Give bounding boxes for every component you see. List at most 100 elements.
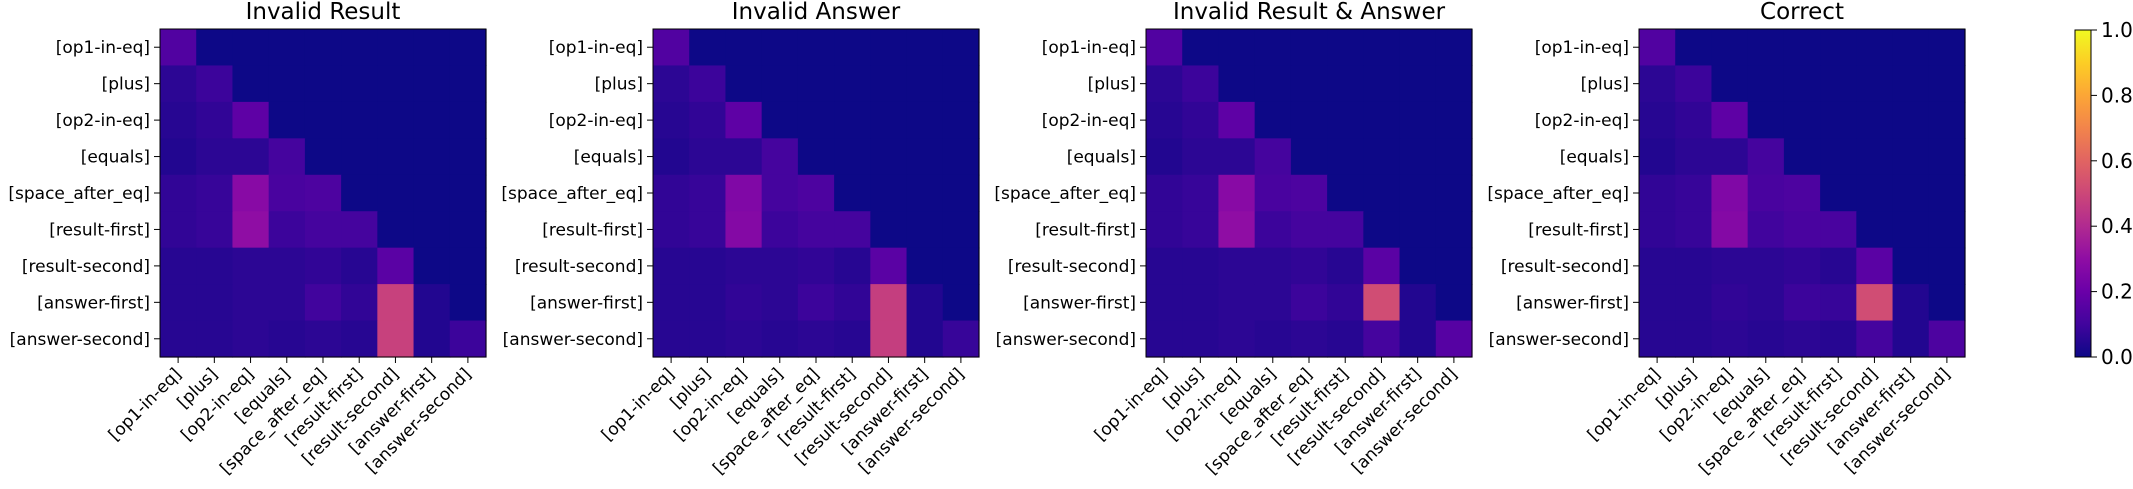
heatmap-cell <box>725 320 763 358</box>
y-tick-label: [op1-in-eq] <box>1535 38 1629 58</box>
heatmap-cell <box>761 320 799 358</box>
heatmap-cell <box>1711 101 1749 139</box>
heatmap-cell <box>449 211 487 249</box>
heatmap-cell <box>1747 284 1785 322</box>
heatmap-cell <box>1399 65 1437 103</box>
heatmap-cell <box>1639 174 1676 212</box>
heatmap-cell <box>1254 29 1292 67</box>
heatmap-cell <box>1146 29 1183 67</box>
heatmap-cell <box>160 101 197 139</box>
heatmap-cell <box>689 211 727 249</box>
heatmap-cell <box>341 29 378 67</box>
colorbar-tick-label: 0.8 <box>2101 83 2133 107</box>
heatmap-cell <box>1928 247 1966 285</box>
heatmap-cell <box>341 101 378 139</box>
y-tick-label: [plus] <box>1088 75 1136 95</box>
heatmap-cell <box>1639 101 1676 139</box>
heatmap-cell <box>689 65 727 103</box>
heatmap-cell <box>377 174 415 212</box>
heatmap-cell <box>1182 174 1220 212</box>
heatmap-cell <box>268 138 306 176</box>
y-tick-label: [answer-first] <box>530 293 643 313</box>
heatmap-cell <box>232 320 270 358</box>
heatmap-cell <box>1182 101 1220 139</box>
heatmap-cell <box>906 284 944 322</box>
heatmap-cell <box>1435 138 1473 176</box>
heatmap-cell <box>1856 247 1894 285</box>
y-tick-label: [result-second] <box>1501 257 1629 277</box>
y-tick-label: [op2-in-eq] <box>1042 111 1136 131</box>
heatmap-cell <box>653 138 690 176</box>
heatmap-cell <box>653 211 690 249</box>
heatmap-cell <box>1820 247 1857 285</box>
y-tick-label: [result-first] <box>1035 220 1136 240</box>
heatmap-cell <box>1254 247 1292 285</box>
y-tick-label: [result-second] <box>22 257 150 277</box>
heatmap-cell <box>1290 29 1328 67</box>
heatmap-cell <box>1182 65 1220 103</box>
y-tick-label: [answer-first] <box>1516 293 1629 313</box>
heatmap-cell <box>1363 138 1401 176</box>
heatmap-cell <box>1363 247 1401 285</box>
heatmap-cell <box>341 320 378 358</box>
heatmap-cell <box>160 29 197 67</box>
heatmap-cell <box>1820 29 1857 67</box>
heatmap-cell <box>1856 101 1894 139</box>
y-tick-label: [equals] <box>1067 148 1136 168</box>
heatmap-cell <box>1182 320 1220 358</box>
heatmap-cell <box>1363 211 1401 249</box>
heatmap-cell <box>304 174 342 212</box>
heatmap-cell <box>834 211 871 249</box>
colorbar-tick-label: 1.0 <box>2101 18 2133 42</box>
heatmap-cell <box>1327 174 1364 212</box>
heatmap-panel-1: Invalid Result [op1-in-eq] [op1-in-eq] [plu… <box>8 0 487 479</box>
heatmap-cell <box>1711 174 1749 212</box>
heatmap-cell <box>689 101 727 139</box>
y-tick-label: [space_after_eq] <box>8 184 150 204</box>
heatmap-cell <box>1146 247 1183 285</box>
heatmap-cell <box>1892 101 1930 139</box>
heatmap-cell <box>196 101 234 139</box>
x-tick-label: [op1-in-eq] <box>598 364 679 445</box>
heatmap-cell <box>725 211 763 249</box>
heatmap-cell <box>761 211 799 249</box>
heatmap-cell <box>341 138 378 176</box>
heatmap-cell <box>413 211 451 249</box>
colorbar-tick-label: 0.4 <box>2101 214 2133 238</box>
heatmap-cell <box>1711 284 1749 322</box>
heatmap-cell <box>1254 138 1292 176</box>
heatmap-cell <box>1327 138 1364 176</box>
heatmap-panel-3: Invalid Result & Answer [op1-in-eq] [op1-i… <box>994 0 1473 479</box>
heatmap-cell <box>1399 29 1437 67</box>
heatmap-cell <box>653 284 690 322</box>
heatmap-cell <box>689 174 727 212</box>
heatmap-cell <box>1783 247 1821 285</box>
heatmap-cell <box>268 320 306 358</box>
heatmap-cell <box>942 101 980 139</box>
heatmap-cell <box>870 29 908 67</box>
heatmap-cell <box>196 320 234 358</box>
heatmap-cell <box>268 284 306 322</box>
heatmap-cell <box>1892 211 1930 249</box>
heatmap-cell <box>1146 174 1183 212</box>
heatmap-cell <box>1711 65 1749 103</box>
heatmap-cell <box>761 29 799 67</box>
heatmap-cell <box>761 101 799 139</box>
heatmap-cell <box>1399 138 1437 176</box>
heatmap-cell <box>1218 101 1256 139</box>
heatmap-cell <box>1363 174 1401 212</box>
heatmap-cell <box>1146 320 1183 358</box>
heatmap-cell <box>160 211 197 249</box>
heatmap-cell <box>797 320 835 358</box>
heatmap-cell <box>906 101 944 139</box>
y-tick-label: [equals] <box>81 148 150 168</box>
heatmap-cell <box>304 65 342 103</box>
heatmap-cell <box>1254 284 1292 322</box>
colorbar-tick-label: 0.2 <box>2101 280 2133 304</box>
heatmap-cell <box>1820 211 1857 249</box>
y-tick-label: [answer-second] <box>503 330 643 350</box>
heatmap-cell <box>160 247 197 285</box>
heatmap-cell <box>1892 284 1930 322</box>
heatmap-cell <box>1639 320 1676 358</box>
heatmap-cell <box>1218 284 1256 322</box>
